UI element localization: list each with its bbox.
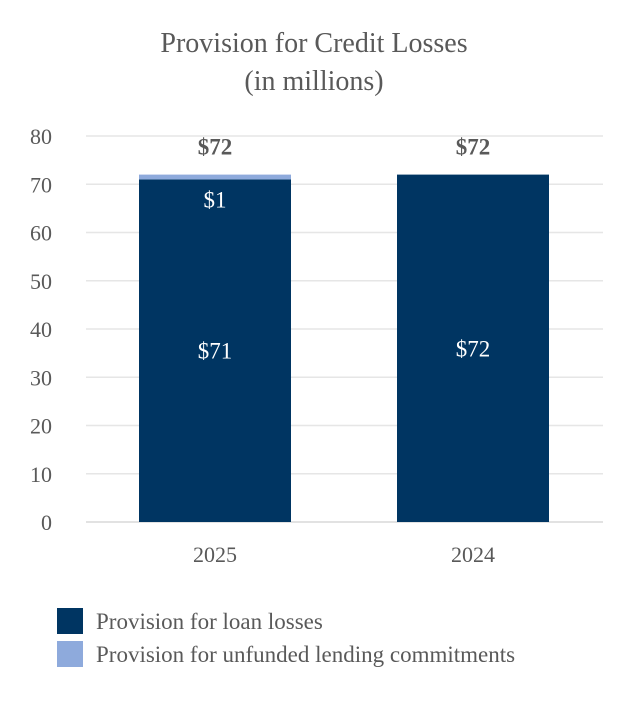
chart-title: Provision for Credit Losses: [160, 28, 467, 59]
y-tick-label: 10: [30, 462, 52, 487]
y-tick-label: 70: [30, 172, 52, 197]
y-tick-label: 60: [30, 221, 52, 246]
bar-unfunded-commitments-2025: [139, 174, 291, 180]
bar-loan-losses-2025: [139, 179, 291, 523]
y-tick-label: 80: [30, 124, 52, 149]
data-label: $1: [204, 187, 227, 212]
y-tick-label: 0: [41, 510, 52, 535]
legend-swatch: [57, 641, 83, 667]
legend-label: Provision for unfunded lending commitmen…: [96, 642, 515, 667]
legend-swatch: [57, 608, 83, 634]
x-tick-label: 2024: [451, 542, 495, 567]
data-label: $72: [456, 336, 491, 361]
legend-label: Provision for loan losses: [96, 609, 323, 634]
data-label: $71: [198, 339, 233, 364]
y-tick-label: 50: [30, 269, 52, 294]
chart-subtitle: (in millions): [244, 66, 383, 97]
total-label: $72: [456, 135, 491, 160]
bar-loan-losses-2024: [397, 174, 549, 522]
x-tick-label: 2025: [193, 542, 237, 567]
y-tick-label: 20: [30, 414, 52, 439]
total-label: $72: [198, 135, 233, 160]
y-tick-label: 40: [30, 317, 52, 342]
y-tick-label: 30: [30, 365, 52, 390]
